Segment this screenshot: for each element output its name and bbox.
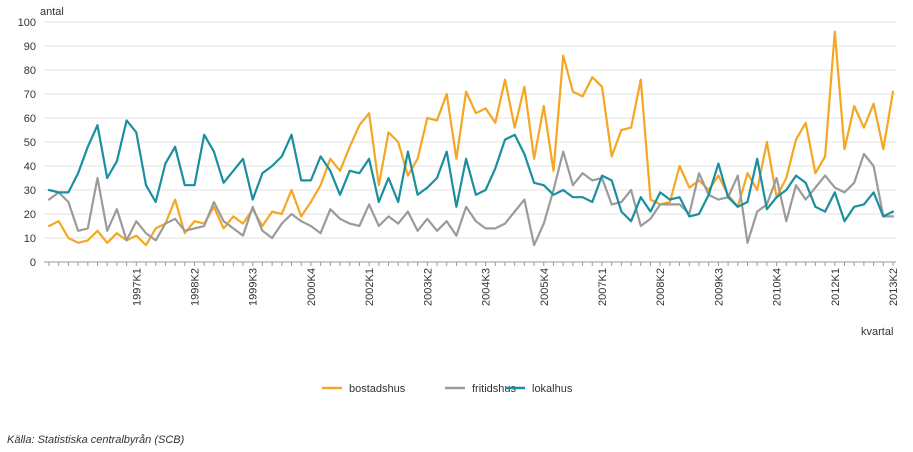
y-tick-label: 90 [24, 41, 36, 53]
y-tick-label: 60 [24, 113, 36, 125]
x-tick-label: 2010K4 [772, 268, 784, 306]
x-tick-label: 1998K2 [190, 268, 202, 306]
legend-label-fritidshus: fritidshus [472, 383, 517, 395]
legend-label-bostadshus: bostadshus [349, 383, 406, 395]
x-tick-label: 2007K1 [597, 268, 609, 306]
grid-lines [44, 21, 896, 263]
x-tick-label: 1997K1 [131, 268, 143, 306]
series-line-lokalhus [47, 119, 895, 223]
y-axis-ticks: 0 10 20 30 40 50 60 70 80 90 100 [18, 17, 36, 269]
y-tick-label: 0 [30, 257, 36, 269]
x-tick-label: 2012K1 [830, 268, 842, 306]
x-tick-label: 2008K2 [655, 268, 667, 306]
y-tick-label: 80 [24, 65, 36, 77]
y-tick-label: 30 [24, 185, 36, 197]
y-tick-label: 20 [24, 209, 36, 221]
x-tick-label: 2005K4 [539, 268, 551, 306]
x-axis: 1997K1 1998K2 1999K3 2000K4 2002K1 2003K2 2004… [48, 262, 900, 306]
x-tick-label: 2009K3 [713, 268, 725, 306]
x-tick-label: 2002K1 [364, 268, 376, 306]
x-tick-label: 2013K2 [888, 268, 900, 306]
x-axis-label: kvartal [861, 326, 893, 338]
source-note: Källa: Statistiska centralbyrån (SCB) [7, 434, 185, 446]
x-tick-label: 2003K2 [422, 268, 434, 306]
y-tick-label: 40 [24, 161, 36, 173]
y-tick-label: 70 [24, 89, 36, 101]
y-tick-label: 50 [24, 137, 36, 149]
y-tick-label: 100 [18, 17, 36, 29]
series-lines [47, 30, 895, 247]
y-axis-label: antal [40, 6, 64, 18]
x-tick-label: 2004K3 [481, 268, 493, 306]
legend: bostadshus fritidshus lokalhus [322, 383, 573, 395]
x-tick-label: 1999K3 [248, 268, 260, 306]
series-line-fritidshus [47, 150, 895, 247]
legend-label-lokalhus: lokalhus [532, 383, 573, 395]
x-tick-label: 2000K4 [306, 268, 318, 306]
y-tick-label: 10 [24, 233, 36, 245]
